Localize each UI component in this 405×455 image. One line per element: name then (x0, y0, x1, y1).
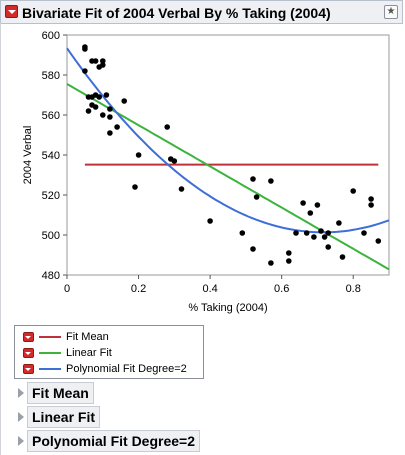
legend-label: Linear Fit (66, 347, 112, 359)
data-point (85, 108, 92, 114)
data-point (100, 112, 106, 118)
data-point (375, 238, 382, 244)
legend-item-linear-fit: Linear Fit (23, 345, 201, 361)
data-point (303, 230, 310, 236)
pin-icon[interactable]: ★ (384, 5, 398, 19)
data-point (286, 258, 292, 264)
data-point (321, 234, 328, 240)
data-point (107, 114, 113, 120)
scatter-chart: 480 500 520 540 560 580 600 0 0.2 0.4 0.6 0.8 2004… (22, 30, 390, 314)
data-point (250, 246, 256, 252)
data-point (178, 186, 185, 192)
data-point (114, 124, 120, 130)
data-point (311, 234, 317, 240)
data-point (253, 194, 260, 200)
y-tick-label: 580 (42, 70, 60, 82)
plot-area (66, 34, 390, 276)
data-point (92, 104, 99, 110)
y-tick-label: 600 (42, 30, 60, 42)
data-point (82, 68, 88, 74)
data-point (100, 62, 106, 68)
report-title-bar: Bivariate Fit of 2004 Verbal By % Taking… (0, 0, 403, 24)
y-tick-label: 500 (42, 230, 60, 242)
data-point (325, 244, 332, 250)
linear-fit-swatch (39, 352, 61, 354)
collapsed-triangle-icon[interactable] (18, 412, 24, 422)
data-point (171, 158, 178, 164)
data-point (336, 220, 342, 226)
data-point (339, 254, 346, 260)
data-point (307, 210, 314, 216)
x-axis: 0 0.2 0.4 0.6 0.8 (64, 275, 361, 295)
data-point (164, 124, 170, 130)
polynomial-fit-swatch (39, 368, 61, 370)
report-content (0, 23, 403, 455)
data-point (132, 184, 138, 190)
data-point (314, 202, 321, 208)
fit-mean-swatch (39, 336, 61, 338)
x-tick-label: 0.6 (274, 283, 289, 295)
data-point (318, 228, 324, 234)
fit-legend: Fit Mean Linear Fit Polynomial Fit Degre… (14, 325, 204, 379)
y-tick-label: 480 (42, 270, 60, 282)
x-axis-label: % Taking (2004) (188, 302, 267, 314)
data-point (239, 230, 246, 236)
fit-line-polynomial-fit-degree-2 (66, 47, 390, 234)
data-point (107, 130, 113, 136)
legend-label: Fit Mean (66, 331, 109, 343)
y-tick-label: 540 (42, 150, 60, 162)
data-point (82, 46, 88, 52)
data-point (286, 250, 292, 256)
polynomial-fit-menu-icon[interactable] (23, 364, 34, 374)
data-point (293, 230, 299, 236)
section-title[interactable]: Linear Fit (27, 406, 101, 428)
fit-mean-menu-icon[interactable] (23, 332, 34, 342)
data-point (121, 98, 127, 104)
legend-item-polynomial-fit: Polynomial Fit Degree=2 (23, 361, 201, 377)
data-point (207, 218, 213, 224)
y-tick-label: 520 (42, 190, 60, 202)
legend-item-fit-mean: Fit Mean (23, 329, 201, 345)
data-point (300, 200, 306, 206)
y-axis-label: 2004 Verbal (22, 126, 34, 185)
data-point (325, 230, 332, 236)
data-point (96, 94, 102, 100)
legend-label: Polynomial Fit Degree=2 (66, 363, 187, 375)
collapsed-triangle-icon[interactable] (18, 388, 24, 398)
fit-lines (66, 47, 390, 271)
data-points (82, 44, 382, 266)
data-point (368, 196, 374, 202)
data-point (92, 58, 99, 64)
linear-fit-menu-icon[interactable] (23, 348, 34, 358)
data-point (350, 188, 357, 194)
y-axis: 480 500 520 540 560 580 600 (42, 30, 67, 282)
section-title[interactable]: Fit Mean (27, 382, 94, 404)
x-tick-label: 0 (64, 283, 70, 295)
data-point (100, 58, 106, 64)
y-tick-label: 560 (42, 110, 60, 122)
section-title[interactable]: Polynomial Fit Degree=2 (27, 430, 200, 452)
data-point (361, 230, 367, 236)
x-tick-label: 0.8 (346, 283, 361, 295)
x-tick-label: 0.4 (202, 283, 217, 295)
data-point (135, 152, 142, 158)
data-point (268, 178, 274, 184)
data-point (368, 202, 374, 208)
collapsed-triangle-icon[interactable] (18, 436, 24, 446)
x-tick-label: 0.2 (131, 283, 146, 295)
report-title: Bivariate Fit of 2004 Verbal By % Taking… (22, 5, 331, 21)
data-point (250, 176, 256, 182)
report-menu-icon[interactable] (5, 5, 18, 18)
fit-line-linear-fit (66, 83, 390, 271)
data-point (107, 106, 113, 112)
data-point (268, 260, 274, 266)
data-point (103, 92, 110, 98)
